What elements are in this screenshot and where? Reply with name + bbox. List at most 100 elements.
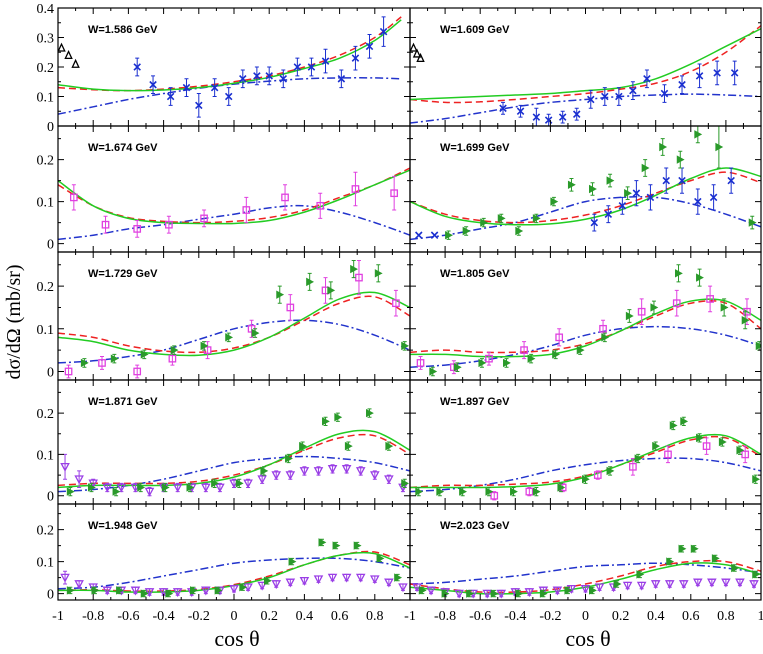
data-marker-triangle-right	[696, 433, 704, 443]
data-marker-triangle-down	[60, 462, 70, 472]
data-marker-triangle-down	[370, 471, 380, 481]
error-bar	[674, 289, 679, 317]
data-marker-triangle-right	[161, 483, 170, 492]
data-marker-cross	[210, 83, 219, 92]
data-marker-triangle-up	[412, 48, 422, 58]
data-marker-square	[69, 193, 78, 202]
model-curve-green	[410, 298, 761, 358]
data-marker-cross	[265, 72, 273, 80]
data-marker-cross	[365, 42, 374, 51]
data-marker-cross	[730, 69, 739, 77]
data-marker-triangle-right	[718, 437, 727, 447]
data-marker-triangle-right	[453, 362, 462, 372]
x-tick-label-right: -0.6	[469, 609, 491, 624]
data-marker-triangle-right	[680, 417, 689, 426]
data-marker-triangle-down	[524, 588, 535, 598]
data-points	[60, 538, 408, 598]
panel-label: W=1.609 GeV	[440, 24, 510, 36]
data-marker-triangle-right	[332, 541, 341, 550]
data-marker-triangle-down	[243, 479, 253, 489]
data-marker-cross	[224, 92, 233, 101]
data-marker-square	[702, 442, 711, 450]
data-marker-triangle-down	[144, 588, 155, 598]
data-marker-triangle-right	[741, 316, 750, 325]
error-bar	[392, 175, 397, 211]
data-marker-triangle-right	[190, 586, 198, 595]
data-marker-triangle-down	[355, 467, 366, 477]
data-marker-triangle-down	[678, 580, 689, 590]
data-marker-triangle-right	[510, 487, 518, 496]
data-marker-triangle-right	[641, 163, 650, 173]
data-marker-triangle-right	[459, 487, 467, 496]
data-marker-square	[133, 225, 142, 233]
data-marker-triangle-right	[344, 441, 353, 451]
model-curve-red	[58, 433, 410, 487]
data-marker-triangle-right	[436, 487, 445, 496]
panel-label: W=1.897 GeV	[440, 396, 510, 408]
error-bar	[353, 171, 358, 207]
data-points	[412, 544, 761, 599]
data-marker-cross	[646, 193, 655, 202]
data-marker-triangle-right	[669, 421, 678, 430]
y-tick-label: 0.1	[37, 91, 55, 106]
data-marker-square	[286, 303, 295, 312]
x-tick-label-left: 0	[231, 609, 238, 624]
data-marker-triangle-right	[748, 218, 757, 227]
y-tick-label: 0.1	[37, 556, 55, 571]
panel-label: W=1.871 GeV	[88, 396, 158, 408]
data-marker-triangle-right	[91, 586, 100, 595]
data-marker-cross	[253, 72, 261, 80]
x-tick-label-right: 0	[582, 609, 589, 624]
model-curve-green	[58, 291, 410, 357]
data-marker-cross	[629, 86, 637, 95]
data-marker-triangle-up	[58, 42, 66, 52]
data-marker-triangle-right	[755, 341, 761, 351]
data-marker-triangle-right	[80, 358, 89, 368]
x-tick-label-right: 0.4	[647, 609, 665, 624]
data-marker-triangle-right	[675, 269, 683, 278]
error-bar	[135, 364, 140, 379]
y-tick-label: 0	[47, 588, 54, 603]
data-marker-cross	[586, 95, 595, 104]
data-marker-triangle-right	[116, 586, 124, 595]
error-bar	[639, 298, 644, 326]
data-marker-triangle-right	[736, 446, 745, 455]
x-tick-label-right: -1	[404, 609, 416, 624]
data-marker-triangle-down	[454, 589, 464, 599]
panel-8: W=1.897 GeV	[409, 379, 762, 505]
panel-label: W=1.699 GeV	[440, 142, 510, 154]
data-marker-cross	[572, 110, 581, 118]
data-marker-cross	[713, 69, 721, 77]
data-marker-triangle-right	[350, 264, 359, 274]
data-marker-cross	[415, 231, 423, 239]
y-tick-label: 0.2	[37, 61, 55, 76]
panel-label: W=1.729 GeV	[88, 268, 158, 280]
error-bar	[451, 360, 456, 375]
panel-1: 0 0.1 0.2 0.3 0.4 W=1.586 GeV	[37, 2, 411, 135]
model-curves	[58, 167, 410, 241]
data-marker-triangle-right	[140, 350, 149, 359]
data-points	[69, 171, 399, 238]
error-bar	[100, 356, 104, 370]
model-curve-green	[58, 19, 402, 92]
data-marker-triangle-right	[66, 487, 75, 496]
data-marker-triangle-down	[102, 586, 113, 596]
data-marker-triangle-down	[482, 589, 493, 599]
panel-10: W=2.023 GeV	[409, 503, 762, 601]
data-marker-triangle-down	[664, 580, 675, 590]
data-marker-cross	[379, 27, 388, 36]
data-marker-triangle-down	[580, 584, 591, 594]
data-marker-cross	[133, 63, 141, 71]
data-marker-triangle-down	[257, 581, 267, 591]
data-marker-triangle-right	[165, 589, 174, 598]
error-bar	[356, 260, 361, 296]
x-tick-label-left: -0.2	[188, 609, 210, 624]
x-tick-label-left: -0.6	[117, 609, 139, 624]
data-marker-triangle-right	[285, 454, 293, 463]
data-marker-cross	[709, 193, 718, 202]
data-marker-triangle-down	[384, 475, 394, 485]
data-marker-triangle-right	[731, 563, 740, 573]
data-marker-triangle-down	[552, 586, 563, 596]
data-marker-triangle-right	[659, 142, 668, 152]
x-tick-label-right: 1	[758, 609, 763, 624]
